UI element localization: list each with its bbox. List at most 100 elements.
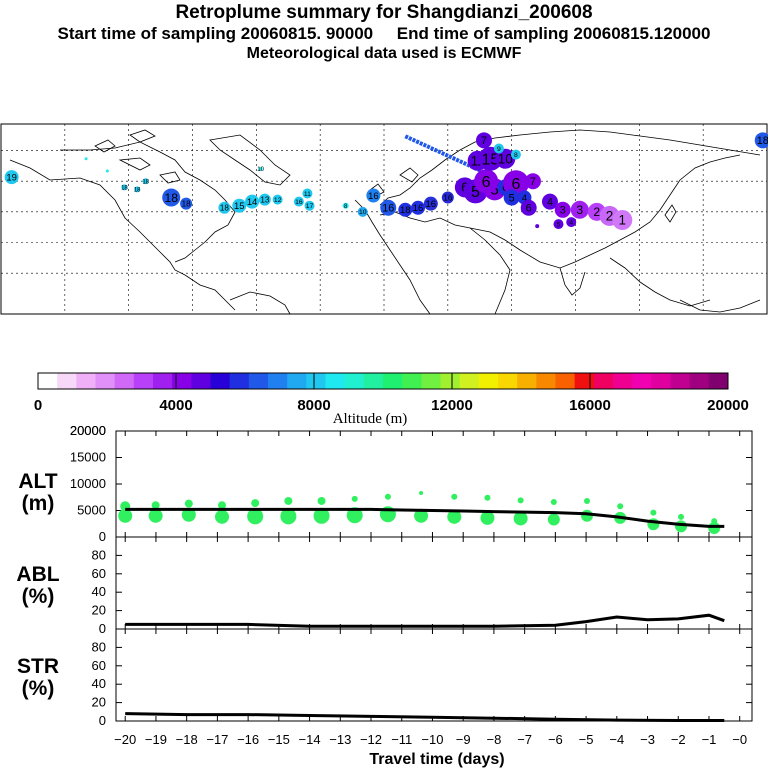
y-tick-label: 20 <box>92 695 106 710</box>
plume-day-label: 8 <box>514 152 518 159</box>
altitude-dot <box>617 503 624 510</box>
x-tick-label: −17 <box>206 732 228 747</box>
x-tick-label: −3 <box>640 732 655 747</box>
altitude-dot <box>550 499 557 506</box>
altitude-dot <box>513 511 528 526</box>
plume-day-label: 5 <box>471 184 480 201</box>
time-series-panels: 0500010000150002000020000ALT(m)020406080… <box>16 423 753 747</box>
colorbar-swatch <box>210 373 231 389</box>
colorbar-swatch <box>383 373 403 389</box>
y-tick-label: 60 <box>92 658 106 673</box>
plume-marker <box>566 217 577 228</box>
colorbar-swatch <box>76 373 96 389</box>
altitude-dot <box>650 509 657 516</box>
colorbar-swatch <box>172 373 192 389</box>
x-tick-label: −6 <box>548 732 563 747</box>
plume-marker <box>520 199 537 216</box>
colorbar-swatch <box>593 373 614 389</box>
plume-marker <box>553 219 564 230</box>
plume-day-label: 16 <box>368 191 379 202</box>
colorbar-swatch <box>114 373 135 389</box>
plume-day-label: 14 <box>247 197 258 208</box>
plume-day-label: 4 <box>569 219 573 226</box>
plume-marker <box>503 189 520 206</box>
plume-day-label: 15 <box>481 151 499 168</box>
altitude-dot <box>247 508 264 525</box>
panel-label-top: STR <box>17 655 59 678</box>
plume-marker <box>342 202 349 209</box>
median-line <box>125 507 725 528</box>
x-tick-label: −15 <box>268 732 290 747</box>
colorbar-swatch <box>344 373 365 389</box>
colorbar-frame <box>37 372 729 390</box>
x-tick-label: −1 <box>702 732 717 747</box>
colorbar-tick-label: 4000 <box>159 397 192 414</box>
y-tick-label: 0 <box>99 621 106 636</box>
y-tick-label: 0 <box>99 713 106 728</box>
colorbar-swatch <box>670 373 691 389</box>
colorbar-swatches <box>38 373 729 389</box>
altitude-dot <box>184 499 193 508</box>
y-tick-label: 5000 <box>77 503 106 518</box>
altitude-dot <box>317 496 326 505</box>
x-tick-label: −14 <box>299 732 321 747</box>
colorbar-swatch <box>613 373 633 389</box>
panel-abl: 0 20 40 60 80 ABL(%) <box>16 536 753 636</box>
colorbar: 0 4000 8000 12000 16000 20000 Altitude (m) <box>34 372 749 427</box>
altitude-dot <box>419 491 424 496</box>
altitude-dot <box>447 509 462 524</box>
altitude-dot <box>517 497 524 504</box>
plume-marker <box>554 201 571 218</box>
plume-day-label: 10 <box>359 209 367 216</box>
colorbar-swatch <box>651 373 671 389</box>
x-tick-label: −9 <box>456 732 471 747</box>
plume-marker <box>474 169 499 194</box>
plume-day-label: 11 <box>304 191 311 198</box>
altitude-dot <box>251 499 260 508</box>
plume-marker <box>293 196 304 207</box>
plume-day-label: 5 <box>491 183 499 199</box>
sampling-times: Start time of sampling 20060815. 90000 E… <box>57 24 711 43</box>
plume-day-label: 16 <box>426 199 437 210</box>
plume-day-label: 16 <box>443 193 453 202</box>
altitude-dot <box>547 513 560 526</box>
plume-marker <box>121 184 128 191</box>
plume-marker <box>272 194 283 205</box>
x-tick-label: −13 <box>329 732 351 747</box>
plume-marker <box>612 210 633 231</box>
plume-marker <box>302 188 313 199</box>
x-axis-label: Travel time (days) <box>369 751 504 768</box>
colorbar-swatch <box>498 373 518 389</box>
altitude-dot <box>414 508 429 523</box>
colorbar-swatch <box>363 373 384 389</box>
plume-day-label: 12 <box>274 197 282 204</box>
plume-day-label: 6 <box>482 174 491 191</box>
x-tick-label: −16 <box>237 732 259 747</box>
colorbar-tick-label: 8000 <box>297 397 330 414</box>
altitude-dot <box>346 507 363 524</box>
colorbar-tick-label: 12000 <box>431 397 473 414</box>
y-tick-label: 20 <box>92 603 106 618</box>
x-tick-label: −11 <box>391 732 412 747</box>
plume-marker <box>502 170 529 197</box>
y-tick-label: 10000 <box>70 476 106 491</box>
coastlines <box>9 129 761 315</box>
colorbar-tick-label: 0 <box>34 397 42 414</box>
plume-marker <box>304 200 315 211</box>
plume-day-label: 6 <box>511 176 520 193</box>
panel-frame <box>115 536 753 630</box>
plume-marker <box>535 224 540 229</box>
colorbar-swatch <box>536 373 556 389</box>
chart-title: Retroplume summary for Shangdianzi_20060… <box>175 2 593 23</box>
plume-marker <box>366 188 381 203</box>
plume-marker <box>180 197 193 210</box>
plume-day-label: 5 <box>557 221 561 228</box>
y-tick-label: 80 <box>92 639 106 654</box>
x-tick-label: −5 <box>579 732 594 747</box>
plume-day-label: 4 <box>547 196 553 208</box>
panel-str: 0 20 40 60 80 STR(%) <box>17 628 753 728</box>
plume-marker <box>495 148 516 169</box>
plume-marker <box>258 193 271 206</box>
plume-day-label: 19 <box>6 172 17 183</box>
